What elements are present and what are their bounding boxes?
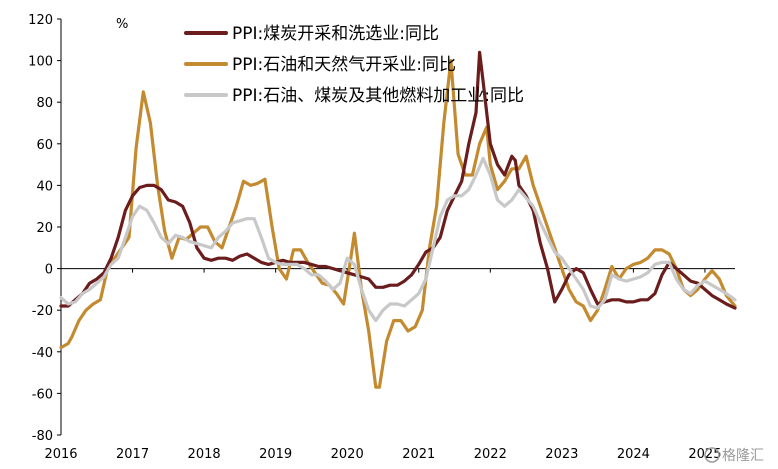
y-tick-label: 0 — [45, 263, 53, 278]
y-tick-label: -80 — [32, 429, 53, 444]
series-line-3 — [59, 156, 737, 323]
x-tick-label: 2019 — [259, 447, 292, 462]
x-tick-label: 2016 — [44, 447, 77, 462]
x-tick-label: 2018 — [188, 447, 221, 462]
legend: PPI:煤炭开采和洗选业:同比 PPI:石油和天然气开采业:同比 PPI:石油、煤炭… — [184, 24, 524, 106]
y-tick-label: -20 — [32, 304, 53, 319]
series-line-2 — [59, 59, 737, 389]
watermark-text: 格隆汇 — [722, 448, 764, 464]
y-tick-label: -40 — [32, 346, 53, 361]
y-axis-unit: % — [116, 17, 128, 32]
legend-label-2: PPI:石油和天然气开采业:同比 — [232, 55, 456, 75]
y-tick-label: -60 — [32, 387, 53, 402]
legend-label-3: PPI:石油、煤炭及其他燃料加工业:同比 — [232, 86, 524, 106]
x-tick-label: 2021 — [402, 447, 435, 462]
x-tick-label: 2023 — [545, 447, 578, 462]
x-tick-label: 2022 — [474, 447, 507, 462]
x-tick-label: 2024 — [617, 447, 650, 462]
y-tick-label: 20 — [36, 221, 53, 236]
series-lines — [59, 50, 737, 389]
y-tick-label: 100 — [28, 55, 53, 70]
x-tick-label: 2017 — [116, 447, 149, 462]
watermark: 格隆汇 — [704, 447, 764, 464]
y-axis: -80 -60 -40 -20 0 20 40 60 80 100 120 — [28, 13, 62, 444]
y-tick-label: 40 — [36, 179, 53, 194]
y-tick-label: 60 — [36, 138, 53, 153]
watermark-logo-icon — [704, 447, 720, 463]
y-tick-label: 120 — [28, 13, 53, 28]
x-tick-label: 2020 — [331, 447, 364, 462]
y-tick-label: 80 — [36, 96, 53, 111]
x-axis: 2016 2017 2018 2019 2020 2021 2022 2023 2024 2025 — [44, 268, 735, 462]
series-line-1 — [59, 50, 737, 310]
legend-label-1: PPI:煤炭开采和洗选业:同比 — [232, 24, 439, 44]
